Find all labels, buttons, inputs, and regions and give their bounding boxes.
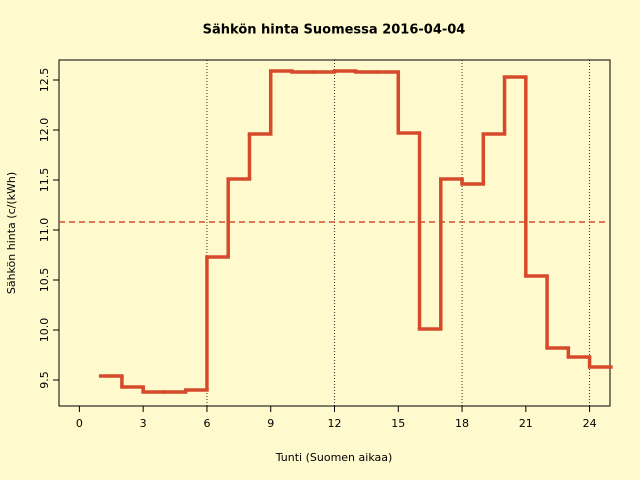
y-tick-label: 11.0 <box>38 218 51 243</box>
x-tick-label: 18 <box>455 417 469 430</box>
x-tick-label: 24 <box>583 417 597 430</box>
y-tick-label: 10.0 <box>38 318 51 343</box>
y-tick-label: 11.5 <box>38 168 51 193</box>
y-tick-label: 10.5 <box>38 268 51 293</box>
y-tick-label: 9.5 <box>38 371 51 389</box>
x-tick-label: 12 <box>328 417 342 430</box>
chart-title: Sähkön hinta Suomessa 2016-04-04 <box>203 23 466 38</box>
y-tick-label: 12.0 <box>38 118 51 143</box>
x-tick-label: 3 <box>140 417 147 430</box>
x-axis-label: Tunti (Suomen aikaa) <box>275 451 393 464</box>
x-tick-label: 21 <box>519 417 533 430</box>
y-axis-label: Sähkön hinta (c/(kWh) <box>5 172 18 294</box>
x-tick-label: 9 <box>267 417 274 430</box>
x-tick-label: 6 <box>203 417 210 430</box>
x-tick-label: 0 <box>76 417 83 430</box>
y-tick-label: 12.5 <box>38 68 51 93</box>
x-tick-label: 15 <box>391 417 405 430</box>
